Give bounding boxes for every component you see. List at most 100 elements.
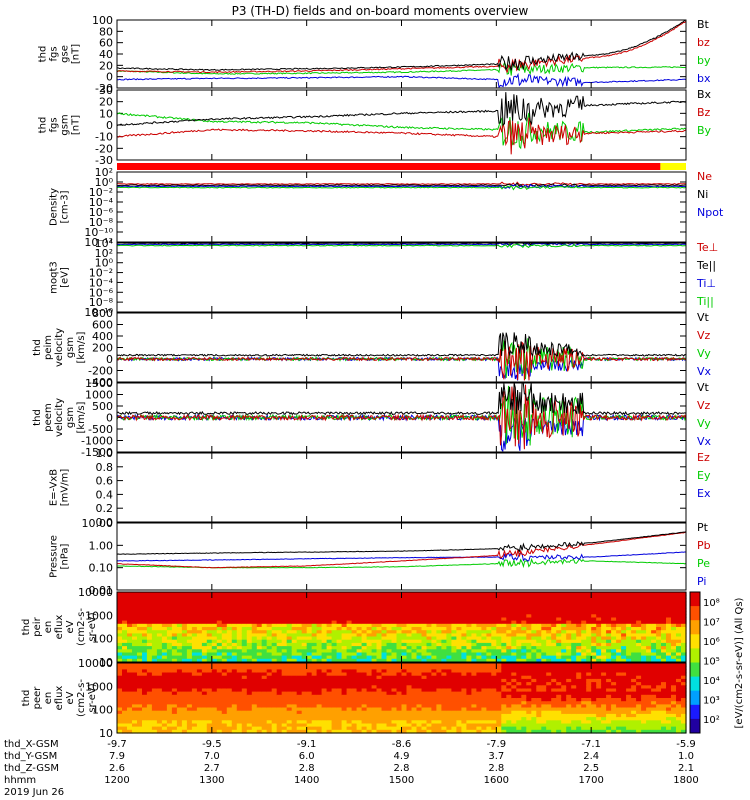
spectrogram-cell <box>501 595 507 599</box>
spectrogram-cell <box>381 729 388 734</box>
spectrogram-cell <box>661 627 667 631</box>
spectrogram-cell <box>117 672 123 677</box>
spectrogram-cell <box>666 614 672 619</box>
legend-Pi: Pi <box>697 575 706 588</box>
spectrogram-cell <box>576 704 582 709</box>
spectrogram-cell <box>476 704 482 709</box>
spectrogram-cell <box>541 623 547 628</box>
velocity-line <box>117 383 687 450</box>
spectrogram-cell <box>376 707 383 712</box>
spectrogram-cell <box>656 633 662 638</box>
spectrogram-cell <box>676 617 682 622</box>
spectrogram-cell <box>246 617 253 622</box>
spectrogram-cell <box>321 630 328 634</box>
spectrogram-cell <box>426 655 433 660</box>
spectrogram-cell <box>381 614 388 619</box>
spectrogram-cell <box>461 704 467 709</box>
spectrogram-cell <box>511 682 517 686</box>
ylabel-peim_vel: thd <box>32 339 43 356</box>
spectrogram-cell <box>476 678 482 683</box>
spectrogram-cell <box>521 611 527 615</box>
legend-Ez: Ez <box>697 451 710 464</box>
spectrogram-cell <box>541 636 547 641</box>
spectrogram-cell <box>341 713 348 718</box>
spectrogram-cell <box>531 713 537 718</box>
spectrogram-cell <box>396 636 403 641</box>
spectrogram-cell <box>606 652 612 657</box>
spectrogram-cell <box>536 675 542 680</box>
spectrogram-cell <box>451 630 457 634</box>
spectrogram-cell <box>486 658 492 663</box>
spectrogram-cell <box>146 704 153 709</box>
spectrogram-cell <box>142 620 148 625</box>
spectrogram-cell <box>266 649 273 654</box>
spectrogram-cell <box>481 633 487 638</box>
spectrogram-cell <box>376 601 383 606</box>
spectrogram-cell <box>321 649 328 654</box>
spectrogram-cell <box>486 720 492 725</box>
spectrogram-cell <box>531 614 537 619</box>
spectrogram-cell <box>381 642 388 647</box>
spectrogram-cell <box>441 729 447 734</box>
spectrogram-cell <box>641 646 647 650</box>
spectrogram-cell <box>311 717 318 721</box>
spectrogram-cell <box>166 607 173 612</box>
spectrogram-cell <box>361 627 368 631</box>
density-line <box>116 181 686 187</box>
spectrogram-cell <box>346 704 353 709</box>
spectrogram-cell <box>251 672 258 677</box>
spectrogram-cell <box>606 620 612 625</box>
spectrogram-cell <box>186 639 193 644</box>
spectrogram-cell <box>211 685 218 690</box>
spectrogram-cell <box>366 713 373 718</box>
spectrogram-cell <box>576 627 582 631</box>
spectrogram-cell <box>142 639 148 644</box>
spectrogram-cell <box>276 688 283 693</box>
spectrogram-cell <box>471 620 477 625</box>
spectrogram-cell <box>246 720 253 725</box>
spectrogram-cell <box>281 642 288 647</box>
spectrogram-cell <box>421 729 428 734</box>
spectrogram-cell <box>541 633 547 638</box>
spectrogram-cell <box>451 604 457 609</box>
spectrogram-cell <box>142 682 148 686</box>
spectrogram-cell <box>666 601 672 606</box>
spectrogram-cell <box>436 642 442 647</box>
spectrogram-cell <box>426 678 433 683</box>
spectrogram-cell <box>276 717 283 721</box>
spectrogram-cell <box>486 672 492 677</box>
spectrogram-cell <box>132 704 138 709</box>
spectrogram-cell <box>541 607 547 612</box>
spectrogram-cell <box>481 675 487 680</box>
spectrogram-cell <box>646 617 652 622</box>
spectrogram-cell <box>556 704 562 709</box>
spectrogram-cell <box>416 620 423 625</box>
spectrogram-cell <box>481 636 487 641</box>
spectrogram-cell <box>411 720 418 725</box>
spectrogram-cell <box>461 604 467 609</box>
spectrogram-cell <box>211 642 218 647</box>
spectrogram-cell <box>311 682 318 686</box>
spectrogram-cell <box>571 678 577 683</box>
spectrogram-cell <box>501 592 507 596</box>
spectrogram-cell <box>206 627 213 631</box>
spectrogram-cell <box>117 617 123 622</box>
spectrogram-cell <box>496 614 502 619</box>
spectrogram-cell <box>671 617 677 622</box>
spectrogram-cell <box>676 655 682 660</box>
spectrogram-cell <box>321 729 328 734</box>
spectrogram-cell <box>236 713 243 718</box>
spectrogram-cell <box>391 636 398 641</box>
spectrogram-cell <box>151 614 158 619</box>
spectrogram-cell <box>271 614 278 619</box>
spectrogram-cell <box>306 627 313 631</box>
spectrogram-cell <box>236 698 243 702</box>
spectrogram-cell <box>476 607 482 612</box>
spectrogram-cell <box>341 698 348 702</box>
spectrogram-cell <box>421 669 428 674</box>
spectrogram-cell <box>406 592 413 596</box>
spectrogram-cell <box>146 652 153 657</box>
spectrogram-cell <box>326 726 333 731</box>
spectrogram-cell <box>466 614 472 619</box>
spectrogram-cell <box>142 729 148 734</box>
